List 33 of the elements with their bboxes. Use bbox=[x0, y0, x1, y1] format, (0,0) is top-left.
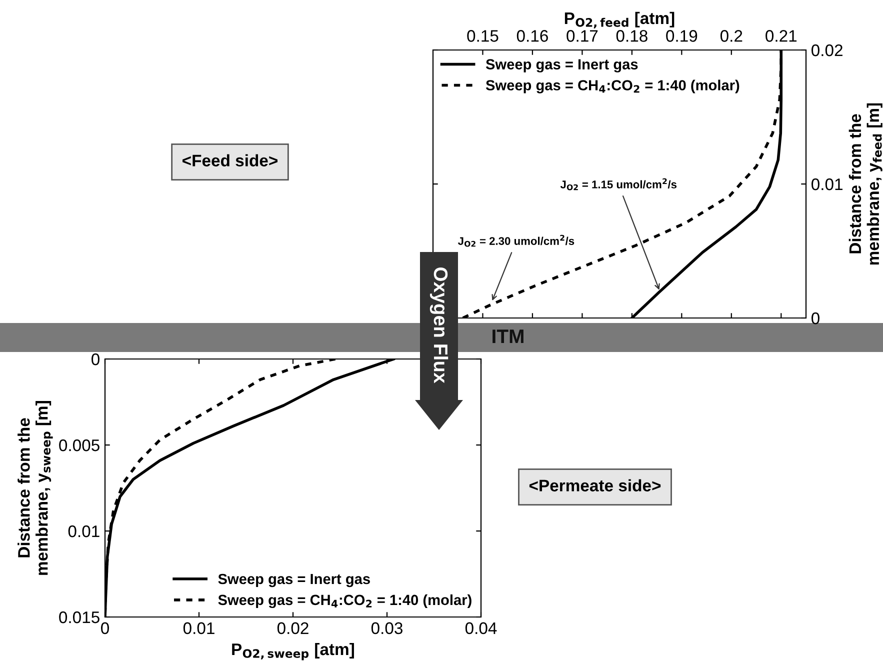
y-tick-label: 0.005 bbox=[59, 439, 100, 452]
x-axis-title: P$_{O2,feed}$ [atm] bbox=[564, 12, 674, 28]
x-tick-label: 0.02 bbox=[277, 622, 308, 634]
annotation: Oxygen Flux bbox=[430, 267, 448, 384]
annotation: J$_{O2}$ = 1.15 umol/cm$^{2}$/s bbox=[560, 178, 677, 190]
x-tick-label: 0 bbox=[101, 622, 109, 634]
x-tick-label: 0.21 bbox=[766, 30, 797, 42]
x-tick-label: 0.03 bbox=[371, 622, 402, 634]
legend-label: Sweep gas = CH$_{4}$:CO$_{2}$ = 1:40 (molar) bbox=[486, 80, 740, 94]
y-tick-label: 0.015 bbox=[59, 611, 100, 624]
y-axis-title: Distance from the membrane, y$_{feed}$ [m] bbox=[848, 103, 882, 265]
x-tick-label: 0.17 bbox=[566, 30, 598, 42]
x-tick-label: 0.04 bbox=[465, 622, 497, 634]
x-tick-label: 0.19 bbox=[666, 30, 698, 42]
y-tick-label: 0 bbox=[812, 312, 820, 324]
x-tick-label: 0.15 bbox=[467, 30, 498, 42]
y-tick-label: 0.01 bbox=[812, 178, 842, 190]
y-tick-label: 0 bbox=[92, 353, 100, 366]
text: <Permeate side> bbox=[529, 479, 661, 492]
y-axis-title: Distance from the membrane, y$_{sweep}$ [m] bbox=[18, 401, 53, 575]
y-tick-label: 0.01 bbox=[68, 525, 100, 538]
legend-label: Sweep gas = Inert gas bbox=[486, 59, 638, 72]
x-tick-label: 0.18 bbox=[616, 30, 648, 42]
text: <Feed side> bbox=[182, 154, 278, 166]
x-tick-label: 0.2 bbox=[720, 30, 742, 42]
text: ITM bbox=[492, 330, 524, 344]
annotation: J$_{O2}$ = 2.30 umol/cm$^{2}$/s bbox=[458, 234, 574, 247]
legend-label: Sweep gas = Inert gas bbox=[218, 574, 370, 588]
legend-label: Sweep gas = CH$_{4}$:CO$_{2}$ = 1:40 (molar) bbox=[218, 594, 472, 608]
x-tick-label: 0.01 bbox=[183, 622, 214, 634]
x-axis-title: P$_{O2,sweep}$ [atm] bbox=[232, 642, 354, 660]
y-tick-label: 0.02 bbox=[812, 44, 842, 56]
x-tick-label: 0.16 bbox=[516, 30, 548, 42]
